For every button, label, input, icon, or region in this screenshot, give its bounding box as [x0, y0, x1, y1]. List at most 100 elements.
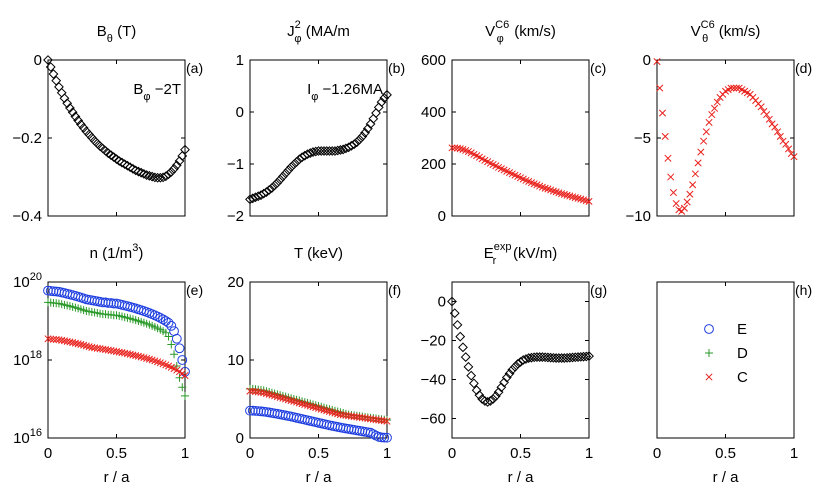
point-e-C	[49, 335, 58, 343]
point-b-J_phi	[351, 137, 362, 148]
series-f-C	[246, 387, 391, 425]
panel-b: J2 φ (MA/m (b) 1 0 −1 −2 Iφ −1.26MA	[227, 19, 405, 225]
point-f-C	[293, 398, 301, 406]
panel-label-f: (f)	[388, 282, 401, 298]
point-e-C	[47, 335, 55, 343]
point-b-J_phi	[319, 146, 329, 156]
series-e-C	[44, 335, 189, 380]
ytick-label-a: −0.4	[12, 208, 42, 225]
point-e-C	[60, 337, 68, 345]
point-e-C	[115, 348, 123, 356]
point-f-C	[303, 401, 312, 409]
point-g-E_r_exp	[553, 353, 564, 363]
point-b-J_phi	[258, 188, 269, 199]
ytick-label-c: 400	[421, 104, 446, 121]
point-d-V_theta_C6	[776, 132, 784, 140]
point-g-E_r_exp	[540, 352, 551, 363]
ytick-label-b: 1	[236, 52, 244, 69]
panel-label-g: (g)	[590, 282, 607, 298]
point-f-C	[273, 393, 281, 401]
point-c-V_phi_C6	[574, 194, 582, 202]
point-e-C	[77, 340, 85, 349]
point-a-B_theta	[70, 111, 81, 122]
annotation-a: Bφ −2T	[133, 81, 181, 103]
xtick-label-f: 0.5	[308, 445, 329, 462]
point-b-J_phi	[272, 177, 283, 188]
point-e-E	[171, 333, 182, 344]
point-g-E_r_exp	[460, 352, 471, 362]
xtick-label-h: 0.5	[715, 445, 736, 462]
point-d-V_theta_C6	[689, 181, 697, 189]
point-b-J_phi	[324, 146, 335, 156]
point-f-C	[331, 409, 339, 417]
point-c-V_phi_C6	[555, 189, 563, 197]
point-f-E	[376, 432, 387, 443]
ytick-label-g: −20	[421, 333, 446, 350]
point-a-B_theta	[75, 119, 86, 130]
point-a-B_theta	[45, 62, 56, 72]
point-e-C	[44, 335, 52, 343]
point-f-C	[268, 391, 276, 399]
point-a-B_theta	[108, 152, 119, 163]
legend-label-D: D	[737, 345, 748, 362]
point-g-E_r_exp	[548, 352, 559, 363]
point-g-E_r_exp	[471, 385, 482, 396]
ytick-label-e: 1016	[13, 427, 42, 447]
point-f-C	[328, 408, 336, 416]
xtick-label-g: 0.5	[510, 445, 531, 462]
panel-label-c: (c)	[590, 60, 606, 76]
point-d-V_theta_C6	[661, 132, 669, 140]
point-a-B_theta	[114, 156, 125, 166]
ytick-label-b: −1	[227, 156, 244, 173]
ytick-label-e: 1018	[13, 349, 42, 369]
xtick-label-h: 0	[653, 445, 661, 462]
point-e-C	[104, 346, 112, 354]
point-d-V_theta_C6	[691, 170, 699, 178]
point-e-C	[137, 353, 145, 361]
point-e-C	[112, 347, 121, 356]
point-e-C	[134, 352, 142, 360]
point-e-D	[178, 383, 187, 392]
point-g-E_r_exp	[573, 352, 583, 362]
point-g-E_r_exp	[458, 342, 468, 353]
point-g-E_r_exp	[556, 353, 567, 363]
point-e-E	[174, 343, 185, 354]
panel-title-e: n (1/m3)	[90, 242, 144, 262]
point-g-E_r_exp	[523, 353, 534, 363]
point-a-B_theta	[155, 172, 166, 183]
point-b-J_phi	[275, 174, 286, 185]
point-e-C	[85, 343, 93, 351]
point-f-C	[309, 403, 317, 411]
point-e-C	[140, 354, 148, 362]
xtick-label-f: 0	[246, 445, 254, 462]
ytick-label-f: 0	[236, 430, 244, 447]
ytick-label-f: 20	[227, 274, 244, 291]
point-f-C	[265, 390, 273, 398]
point-b-J_phi	[286, 162, 297, 173]
point-e-E	[97, 297, 108, 308]
point-f-C	[279, 394, 287, 402]
point-f-C	[298, 400, 306, 408]
panel-h: (h) 0 0.5 1 r / a EDC	[653, 281, 812, 486]
point-g-E_r_exp	[512, 358, 523, 369]
point-g-E_r_exp	[504, 368, 515, 379]
point-f-C	[271, 392, 279, 400]
point-f-C	[317, 405, 325, 413]
point-e-C	[69, 339, 77, 347]
panel-label-a: (a)	[186, 60, 203, 76]
series-d-V_theta_C6	[653, 58, 798, 215]
point-d-V_theta_C6	[730, 84, 738, 92]
point-a-B_theta	[128, 163, 138, 174]
point-e-C	[110, 347, 118, 355]
point-g-E_r_exp	[575, 351, 586, 362]
point-e-C	[143, 354, 151, 362]
point-e-C	[55, 336, 63, 344]
point-b-J_phi	[368, 113, 379, 124]
point-f-C	[260, 389, 268, 397]
point-a-B_theta	[111, 154, 122, 164]
point-d-V_theta_C6	[708, 111, 716, 119]
point-c-V_phi_C6	[558, 190, 566, 198]
point-a-B_theta	[122, 160, 133, 171]
point-d-V_theta_C6	[782, 140, 790, 148]
ytick-label-d: −10	[626, 208, 651, 225]
